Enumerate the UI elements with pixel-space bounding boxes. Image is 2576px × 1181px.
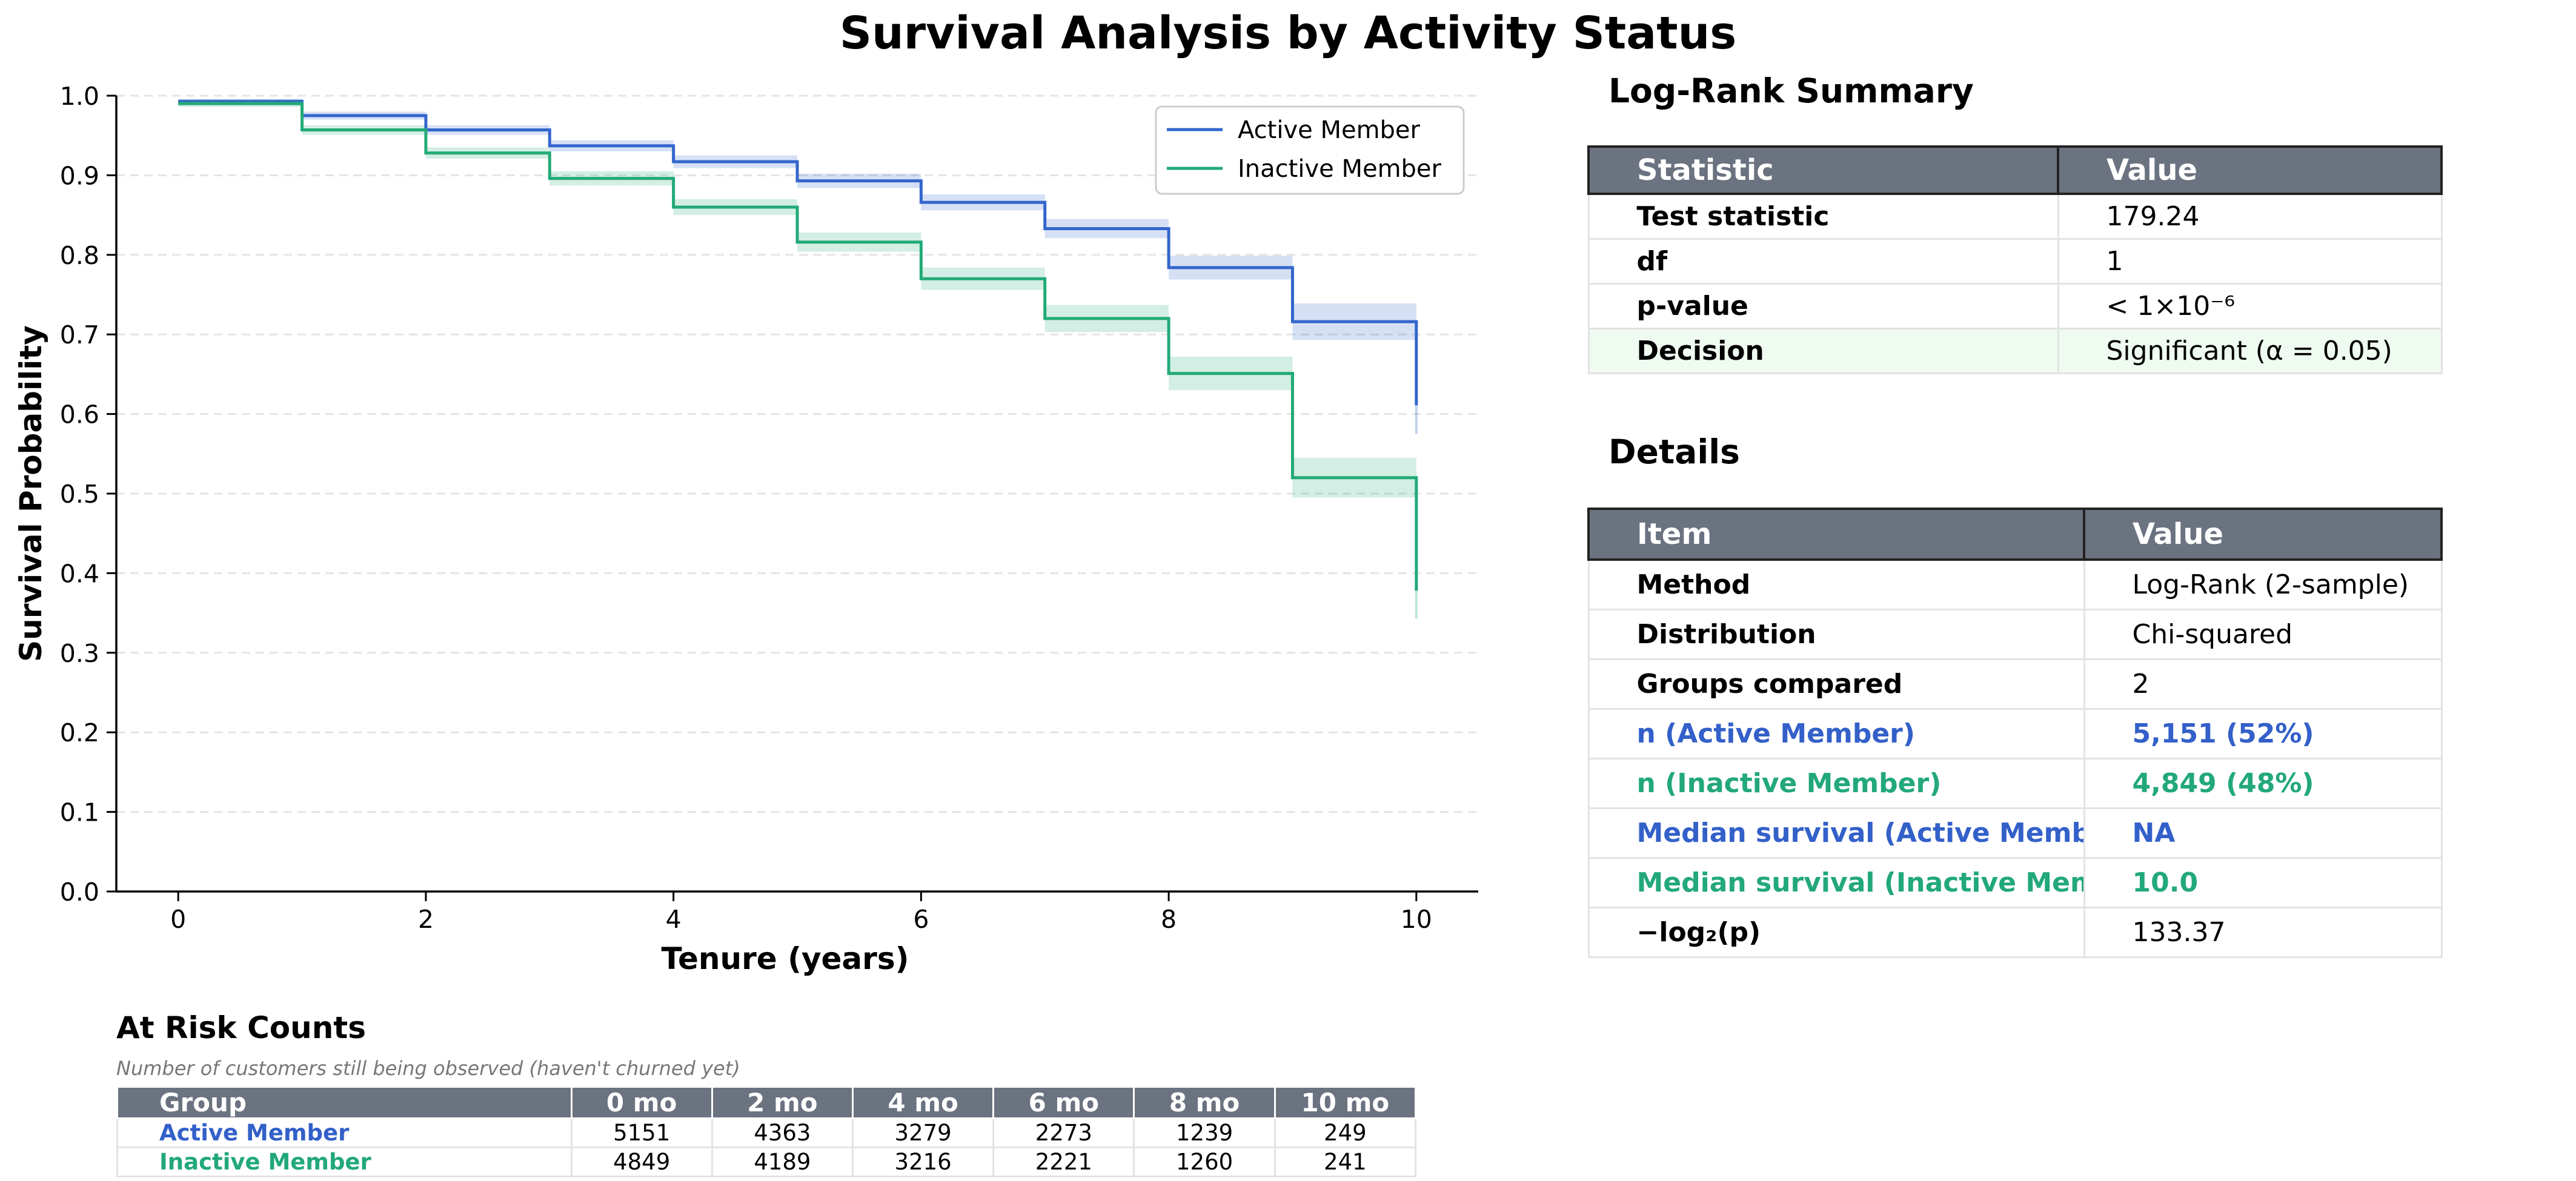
logrank-stat-label: Test statistic [1587, 193, 2059, 240]
survival-chart: 0.0 0.1 0.2 0.3 0.4 0.5 0.6 0.7 0.8 0.9 1.0 0 2 4 6 8 10… [13, 82, 1478, 976]
inactive-legend-label: Inactive Member [1238, 155, 1442, 183]
table-row: Test statistic 179.24 [1587, 193, 2443, 240]
at-risk-header-8mo: 8 mo [1133, 1086, 1276, 1119]
table-row: n (Active Member) 5,151 (52%) [1587, 708, 2443, 759]
y-tick-label: 0.4 [60, 559, 99, 588]
logrank-pvalue-value: < 1×10⁻⁶ [2057, 283, 2443, 329]
details-method-label: Method [1587, 558, 2085, 610]
logrank-decision-value: Significant (α = 0.05) [2057, 328, 2443, 374]
at-risk-cell: 4363 [711, 1117, 854, 1148]
table-row: Method Log-Rank (2-sample) [1587, 558, 2443, 610]
table-row: Median survival (Inactive Mem 10.0 [1587, 857, 2443, 908]
x-axis-label: Tenure (years) [662, 941, 909, 976]
y-tick-label: 0.3 [60, 639, 99, 668]
details-table: Item Value Method Log-Rank (2-sample) Di… [1587, 508, 2443, 958]
inactive-survival-line [178, 102, 1418, 591]
x-tick-label: 8 [1161, 905, 1177, 934]
y-tick-label: 0.8 [60, 241, 99, 270]
x-tick-label: 4 [666, 905, 682, 934]
details-groups-label: Groups compared [1587, 658, 2085, 710]
logrank-table: Statistic Value Test statistic 179.24 df… [1587, 145, 2443, 374]
details-median-active-label: Median survival (Active Membe [1587, 807, 2085, 859]
logrank-decision-label: Decision [1587, 328, 2059, 374]
at-risk-group-active: Active Member [116, 1117, 573, 1148]
at-risk-cell: 241 [1273, 1146, 1417, 1177]
y-tick-label: 0.9 [60, 161, 99, 190]
details-neglog-value: 133.37 [2083, 907, 2443, 958]
details-n-inactive-label: n (Inactive Member) [1587, 758, 2085, 809]
at-risk-cell: 2221 [992, 1146, 1135, 1177]
at-risk-header-2mo: 2 mo [711, 1086, 854, 1119]
at-risk-header-6mo: 6 mo [992, 1086, 1135, 1119]
y-tick-label: 0.0 [60, 878, 99, 907]
at-risk-header-10mo: 10 mo [1273, 1086, 1417, 1119]
y-tick-label: 0.2 [60, 718, 99, 747]
details-n-active-label: n (Active Member) [1587, 708, 2085, 759]
at-risk-cell: 4189 [711, 1146, 854, 1177]
table-row: p-value < 1×10⁻⁶ [1587, 283, 2443, 329]
at-risk-cell: 249 [1273, 1117, 1417, 1148]
at-risk-header-row: Group 0 mo 2 mo 4 mo 6 mo 8 mo 10 mo [116, 1086, 1417, 1119]
table-row: df 1 [1587, 238, 2443, 285]
table-row: Distribution Chi-squared [1587, 609, 2443, 660]
details-neglog-label: −log₂(p) [1587, 907, 2085, 958]
y-tick-label: 0.1 [60, 798, 99, 827]
at-risk-note: Number of customers still being observed… [116, 1057, 740, 1080]
at-risk-cell: 4849 [570, 1146, 713, 1177]
y-tick-label: 1.0 [60, 82, 99, 111]
legend-box [1155, 105, 1465, 195]
details-method-value: Log-Rank (2-sample) [2083, 558, 2443, 610]
at-risk-table: Group 0 mo 2 mo 4 mo 6 mo 8 mo 10 mo Act… [116, 1086, 1417, 1177]
details-header-value: Value [2083, 508, 2443, 561]
details-median-inactive-label: Median survival (Inactive Mem [1587, 857, 2085, 908]
details-n-active-value: 5,151 (52%) [2083, 708, 2443, 759]
logrank-header-value: Value [2057, 145, 2443, 195]
details-median-inactive-value: 10.0 [2083, 857, 2443, 908]
details-n-inactive-value: 4,849 (48%) [2083, 758, 2443, 809]
logrank-stat-value: 179.24 [2057, 193, 2443, 240]
details-title: Details [1608, 432, 1740, 471]
at-risk-cell: 5151 [570, 1117, 713, 1148]
at-risk-group-inactive: Inactive Member [116, 1146, 573, 1177]
table-row: n (Inactive Member) 4,849 (48%) [1587, 758, 2443, 809]
x-tick-label: 10 [1401, 905, 1432, 934]
at-risk-title: At Risk Counts [116, 1010, 366, 1045]
active-survival-line [178, 99, 1418, 406]
at-risk-header-0mo: 0 mo [570, 1086, 713, 1119]
at-risk-header-4mo: 4 mo [852, 1086, 995, 1119]
table-row: Active Member 5151 4363 3279 2273 1239 2… [116, 1117, 1417, 1148]
logrank-pvalue-label: p-value [1587, 283, 2059, 329]
x-tick-label: 0 [170, 905, 186, 934]
details-header-item: Item [1587, 508, 2085, 561]
logrank-header-statistic: Statistic [1587, 145, 2059, 195]
details-header-row: Item Value [1587, 508, 2443, 561]
y-tick-label: 0.5 [60, 480, 99, 509]
table-row: Groups compared 2 [1587, 658, 2443, 710]
y-tick-label: 0.6 [60, 400, 99, 429]
y-tick-label: 0.7 [60, 320, 99, 349]
details-distribution-value: Chi-squared [2083, 609, 2443, 660]
x-tick-label: 6 [913, 905, 929, 934]
at-risk-cell: 1239 [1133, 1117, 1276, 1148]
details-median-active-value: NA [2083, 807, 2443, 859]
logrank-header-row: Statistic Value [1587, 145, 2443, 195]
details-groups-value: 2 [2083, 658, 2443, 710]
logrank-df-label: df [1587, 238, 2059, 285]
at-risk-cell: 2273 [992, 1117, 1135, 1148]
at-risk-cell: 1260 [1133, 1146, 1276, 1177]
figure-title: Survival Analysis by Activity Status [839, 7, 1737, 59]
logrank-df-value: 1 [2057, 238, 2443, 285]
at-risk-cell: 3279 [852, 1117, 995, 1148]
table-row: Decision Significant (α = 0.05) [1587, 328, 2443, 374]
logrank-title: Log-Rank Summary [1608, 71, 1974, 110]
at-risk-header-group: Group [116, 1086, 573, 1119]
active-legend-label: Active Member [1238, 116, 1421, 144]
x-tick-label: 2 [418, 905, 434, 934]
table-row: Median survival (Active Membe NA [1587, 807, 2443, 859]
y-axis-label: Survival Probability [13, 325, 48, 662]
table-row: −log₂(p) 133.37 [1587, 907, 2443, 958]
table-row: Inactive Member 4849 4189 3216 2221 1260… [116, 1146, 1417, 1177]
details-distribution-label: Distribution [1587, 609, 2085, 660]
at-risk-cell: 3216 [852, 1146, 995, 1177]
